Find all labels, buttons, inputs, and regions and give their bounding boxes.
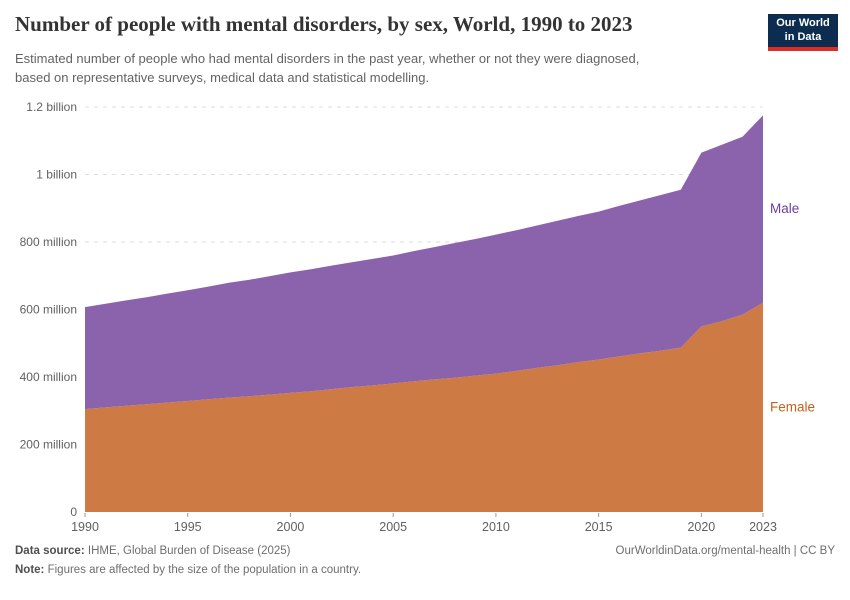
chart-subtitle-line1: Estimated number of people who had menta… xyxy=(15,51,640,66)
y-axis-tick-label: 800 million xyxy=(20,235,77,249)
owid-logo[interactable]: Our World in Data xyxy=(768,14,838,51)
y-axis-tick-label: 600 million xyxy=(20,303,77,317)
area-male[interactable] xyxy=(85,115,763,410)
x-axis-tick-label: 2020 xyxy=(687,520,715,534)
chart-subtitle: Estimated number of people who had menta… xyxy=(15,50,775,88)
footer-source-row: Data source: IHME, Global Burden of Dise… xyxy=(15,545,835,557)
note-text: Figures are affected by the size of the … xyxy=(47,564,362,576)
y-axis-tick-label: 0 xyxy=(70,505,77,519)
y-axis-tick-label: 200 million xyxy=(20,438,77,452)
x-axis-tick-label: 2005 xyxy=(379,520,407,534)
owid-logo-line2: in Data xyxy=(784,30,822,43)
area-female[interactable] xyxy=(85,302,763,512)
series-label-female: Female xyxy=(770,399,815,414)
x-axis-tick-label: 2010 xyxy=(482,520,510,534)
data-source: Data source: IHME, Global Burden of Dise… xyxy=(15,545,291,557)
footer-note-row: Note: Figures are affected by the size o… xyxy=(15,564,835,576)
stacked-area-chart[interactable]: 0 200 million 400 million 600 million 800 mi… xyxy=(0,95,850,540)
x-axis-tick-label: 2015 xyxy=(585,520,613,534)
data-source-text: IHME, Global Burden of Disease (2025) xyxy=(87,545,291,557)
x-axis-tick-label: 1995 xyxy=(174,520,202,534)
note-label: Note: xyxy=(15,564,45,576)
x-axis-tick-label: 2000 xyxy=(277,520,305,534)
series-label-male: Male xyxy=(770,201,799,216)
owid-logo-line1: Our World xyxy=(776,16,830,29)
x-axis-tick-label: 2023 xyxy=(749,520,777,534)
y-axis-tick-label: 400 million xyxy=(20,370,77,384)
y-axis-tick-label: 1 billion xyxy=(36,168,77,182)
chart-title: Number of people with mental disorders, … xyxy=(15,12,633,36)
data-source-label: Data source: xyxy=(15,545,85,557)
x-axis-tick-label: 1990 xyxy=(71,520,99,534)
y-axis-tick-label: 1.2 billion xyxy=(26,100,77,114)
attribution: OurWorldinData.org/mental-health | CC BY xyxy=(615,545,835,557)
chart-footer: Data source: IHME, Global Burden of Dise… xyxy=(15,545,835,576)
chart-subtitle-line2: based on representative surveys, medical… xyxy=(15,69,430,85)
